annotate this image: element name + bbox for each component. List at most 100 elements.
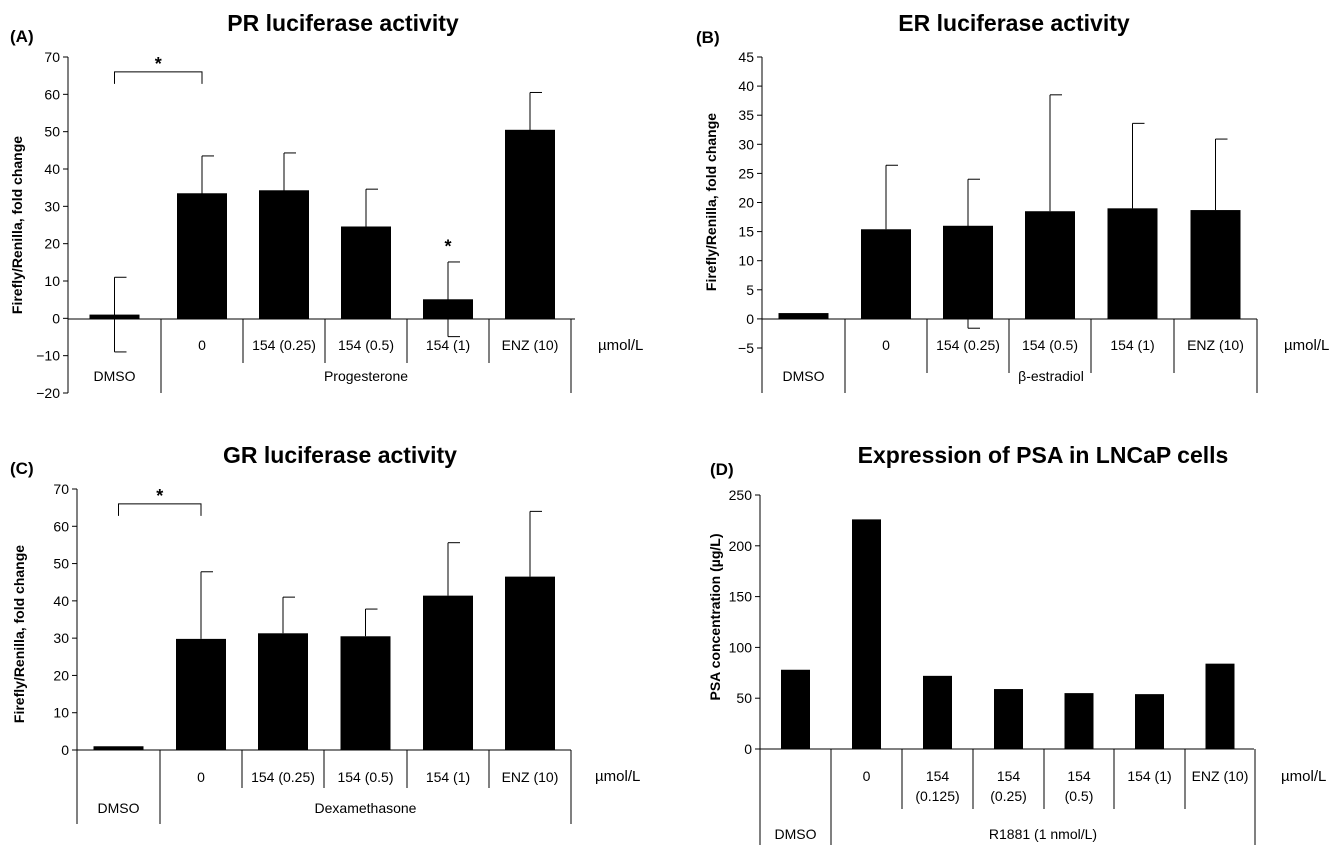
category-label: ENZ (10) bbox=[1187, 337, 1244, 353]
y-tick-label: 50 bbox=[53, 556, 69, 572]
bar bbox=[778, 313, 829, 319]
bar bbox=[505, 576, 555, 750]
y-tick-label: 50 bbox=[736, 690, 752, 706]
chart-title: Expression of PSA in LNCaP cells bbox=[858, 442, 1229, 468]
category-label: 154 (1) bbox=[1110, 337, 1154, 353]
panel-letter: (A) bbox=[10, 27, 34, 46]
y-axis-label: Firefly/Renilla, fold change bbox=[11, 545, 27, 723]
panel-letter: (B) bbox=[696, 28, 720, 47]
category-label: 154 bbox=[997, 768, 1021, 784]
category-label: 154 (1) bbox=[426, 337, 470, 353]
y-tick-label: 40 bbox=[53, 593, 69, 609]
category-label: 154 (0.5) bbox=[337, 769, 393, 785]
y-tick-label: −20 bbox=[36, 385, 60, 401]
x-unit-label: µmol/L bbox=[1281, 768, 1326, 785]
bar bbox=[923, 675, 952, 749]
y-tick-label: 15 bbox=[738, 224, 754, 240]
category-label: ENZ (10) bbox=[502, 769, 559, 785]
category-label: (0.125) bbox=[915, 788, 959, 804]
y-axis-label: Firefly/Renilla, fold change bbox=[703, 113, 719, 291]
y-tick-label: 0 bbox=[744, 741, 752, 757]
significance-bracket bbox=[118, 503, 202, 516]
y-tick-label: 40 bbox=[738, 78, 754, 94]
category-label: ENZ (10) bbox=[502, 337, 559, 353]
panel-letter: (D) bbox=[710, 460, 734, 479]
category-label: 0 bbox=[198, 337, 206, 353]
y-tick-label: 50 bbox=[44, 124, 60, 140]
panel-letter: (C) bbox=[10, 459, 34, 478]
group-label: Dexamethasone bbox=[315, 800, 417, 816]
group-label: DMSO bbox=[98, 800, 140, 816]
y-tick-label: 70 bbox=[44, 49, 60, 65]
category-label: 154 (0.5) bbox=[1022, 337, 1078, 353]
bar bbox=[258, 633, 308, 750]
y-tick-label: 10 bbox=[53, 705, 69, 721]
y-tick-label: 35 bbox=[738, 107, 754, 123]
y-tick-label: 100 bbox=[729, 639, 753, 655]
bar bbox=[176, 638, 226, 750]
category-label: 154 (0.25) bbox=[252, 337, 316, 353]
bar bbox=[781, 669, 810, 749]
significance-bracket bbox=[114, 71, 203, 84]
y-tick-label: 20 bbox=[738, 195, 754, 211]
bar bbox=[1107, 208, 1158, 319]
y-axis-label: Firefly/Renilla, fold change bbox=[9, 136, 25, 314]
y-tick-label: 5 bbox=[746, 282, 754, 298]
category-label: 0 bbox=[863, 768, 871, 784]
y-tick-label: 30 bbox=[738, 136, 754, 152]
category-label: 154 bbox=[1067, 768, 1091, 784]
chart-title: PR luciferase activity bbox=[227, 10, 459, 36]
bar bbox=[1025, 211, 1075, 319]
group-label: DMSO bbox=[783, 368, 825, 384]
group-label: β-estradiol bbox=[1018, 368, 1084, 384]
x-unit-label: µmol/L bbox=[1284, 337, 1329, 354]
y-tick-label: 45 bbox=[738, 49, 754, 65]
y-tick-label: 20 bbox=[44, 236, 60, 252]
y-tick-label: 30 bbox=[53, 630, 69, 646]
bar bbox=[994, 689, 1023, 749]
bar bbox=[340, 636, 391, 750]
significance-star: * bbox=[444, 237, 451, 257]
significance-star: * bbox=[155, 54, 162, 74]
bar bbox=[423, 595, 473, 750]
category-label: 154 (0.25) bbox=[936, 337, 1000, 353]
category-label: 0 bbox=[197, 769, 205, 785]
bar bbox=[1190, 210, 1241, 319]
y-tick-label: 200 bbox=[729, 538, 753, 554]
bar bbox=[1064, 693, 1094, 749]
group-label: DMSO bbox=[94, 368, 136, 384]
bar bbox=[861, 229, 911, 319]
group-label: Progesterone bbox=[324, 368, 408, 384]
group-label: R1881 (1 nmol/L) bbox=[989, 826, 1097, 842]
category-label: 154 (0.25) bbox=[251, 769, 315, 785]
category-label: 154 (1) bbox=[426, 769, 470, 785]
y-tick-label: 25 bbox=[738, 165, 754, 181]
y-tick-label: 20 bbox=[53, 667, 69, 683]
y-tick-label: 150 bbox=[729, 589, 753, 605]
x-unit-label: µmol/L bbox=[595, 768, 640, 785]
y-tick-label: 10 bbox=[44, 273, 60, 289]
bar bbox=[93, 746, 144, 750]
category-label: (0.25) bbox=[990, 788, 1027, 804]
category-label: 0 bbox=[882, 337, 890, 353]
chart-title: ER luciferase activity bbox=[898, 10, 1130, 36]
y-tick-label: 40 bbox=[44, 161, 60, 177]
y-tick-label: 70 bbox=[53, 481, 69, 497]
y-tick-label: 10 bbox=[738, 253, 754, 269]
group-label: DMSO bbox=[775, 826, 817, 842]
y-axis-label: PSA concentration (µg/L) bbox=[707, 534, 723, 701]
y-tick-label: −5 bbox=[738, 340, 754, 356]
category-label: 154 bbox=[926, 768, 950, 784]
y-tick-label: −10 bbox=[36, 348, 60, 364]
y-tick-label: 0 bbox=[746, 311, 754, 327]
bar bbox=[1135, 694, 1164, 749]
y-tick-label: 250 bbox=[729, 487, 753, 503]
y-tick-label: 60 bbox=[44, 86, 60, 102]
bar bbox=[1205, 663, 1235, 749]
category-label: ENZ (10) bbox=[1192, 768, 1249, 784]
significance-star: * bbox=[156, 486, 163, 506]
y-tick-label: 0 bbox=[61, 742, 69, 758]
chart-title: GR luciferase activity bbox=[223, 442, 457, 468]
y-tick-label: 30 bbox=[44, 198, 60, 214]
category-label: (0.5) bbox=[1065, 788, 1094, 804]
